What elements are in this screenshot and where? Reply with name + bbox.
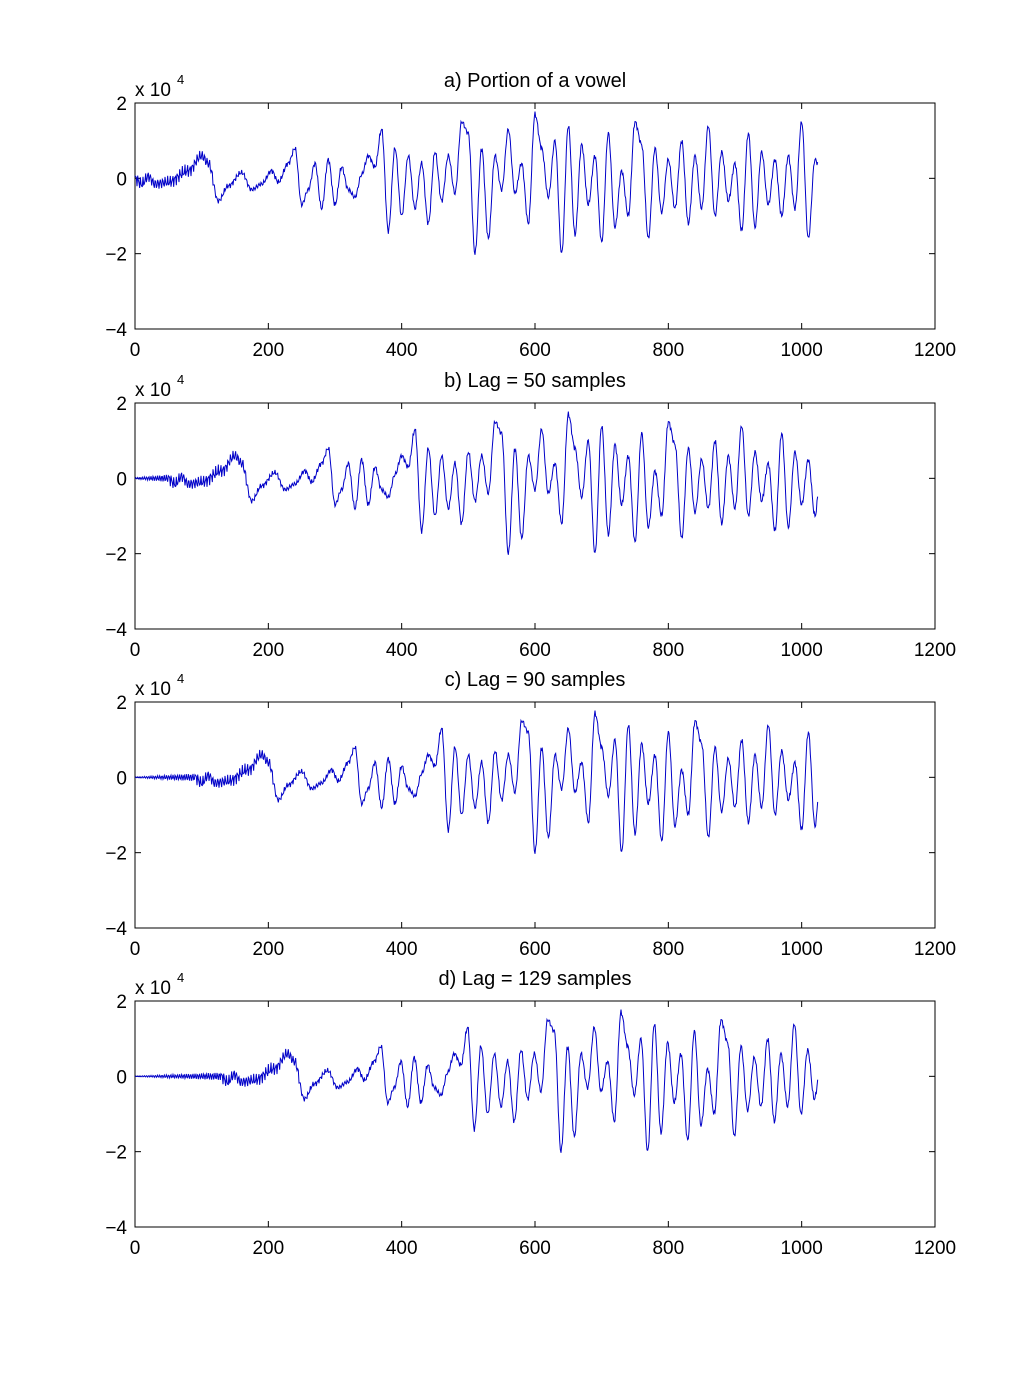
x-tick-label: 600 [519,939,551,960]
x-tick-label: 800 [652,640,684,661]
y-tick-label: 2 [116,394,127,415]
signal-line [134,111,819,255]
y-tick-label: −4 [105,620,127,641]
x-tick-label: 200 [252,1238,284,1259]
x-tick-label: 1200 [914,340,956,361]
y-multiplier-exponent: 4 [177,970,184,985]
y-tick-label: 0 [116,1067,127,1088]
x-tick-label: 1000 [781,1238,823,1259]
y-tick-label: −2 [105,545,127,566]
x-tick-label: 200 [252,939,284,960]
subplot-title: a) Portion of a vowel [444,70,626,92]
y-multiplier: x 10 [135,679,171,700]
signal-line [134,710,819,854]
subplot-title: b) Lag = 50 samples [444,370,626,392]
axes-frame [134,402,936,630]
axes-frame [134,102,936,330]
x-tick-label: 400 [386,640,418,661]
x-tick-label: 0 [130,340,141,361]
y-multiplier: x 10 [135,80,171,101]
y-tick-label: 2 [116,693,127,714]
x-tick-label: 1000 [781,340,823,361]
y-multiplier-exponent: 4 [177,372,184,387]
y-tick-label: −2 [105,245,127,266]
subplot-1: a) Portion of a vowel 0 200 400 600 800 1000 12… [105,70,956,361]
subplot-title: c) Lag = 90 samples [445,669,626,691]
signal-line [134,411,819,555]
y-multiplier: x 10 [135,978,171,999]
x-tick-label: 800 [652,939,684,960]
y-multiplier: x 10 [135,380,171,401]
x-tick-label: 600 [519,1238,551,1259]
y-tick-label: 0 [116,469,127,490]
x-tick-label: 400 [386,1238,418,1259]
y-tick-label: −4 [105,919,127,940]
x-tick-label: 0 [130,939,141,960]
x-tick-label: 200 [252,640,284,661]
x-tick-label: 1200 [914,1238,956,1259]
x-tick-label: 0 [130,640,141,661]
x-tick-label: 400 [386,939,418,960]
y-multiplier-exponent: 4 [177,671,184,686]
x-tick-label: 1200 [914,640,956,661]
y-tick-label: 2 [116,94,127,115]
y-tick-label: −4 [105,1218,127,1239]
x-tick-label: 600 [519,640,551,661]
y-tick-label: 0 [116,169,127,190]
x-tick-label: 1200 [914,939,956,960]
x-tick-label: 800 [652,340,684,361]
x-tick-label: 400 [386,340,418,361]
y-tick-label: −2 [105,1143,127,1164]
x-tick-label: 600 [519,340,551,361]
subplot-4: d) Lag = 129 samples 0 200 400 600 800 1000 120… [105,968,956,1259]
y-multiplier-exponent: 4 [177,72,184,87]
y-tick-label: 0 [116,768,127,789]
x-tick-label: 200 [252,340,284,361]
y-tick-label: −4 [105,320,127,341]
y-tick-label: −2 [105,844,127,865]
x-tick-label: 1000 [781,939,823,960]
subplot-2: b) Lag = 50 samples 0 200 400 600 800 1000 1200… [105,370,956,661]
axes-frame [134,701,936,929]
y-tick-label: 2 [116,992,127,1013]
subplot-title: d) Lag = 129 samples [439,968,632,990]
x-tick-label: 1000 [781,640,823,661]
subplot-3: c) Lag = 90 samples 0 200 400 600 800 1000 1200… [105,669,956,960]
signal-line [134,1009,819,1153]
x-tick-label: 800 [652,1238,684,1259]
axes-frame [134,1000,936,1228]
x-tick-label: 0 [130,1238,141,1259]
